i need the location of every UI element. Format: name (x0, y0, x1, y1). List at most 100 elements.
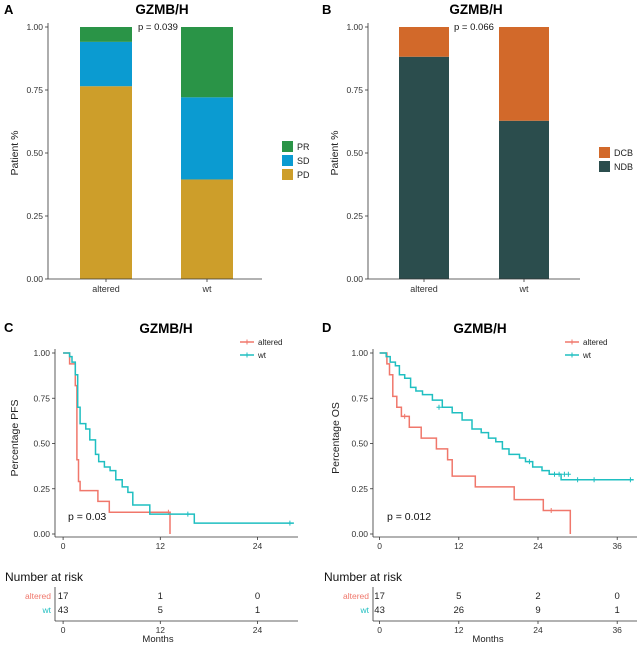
panel-d-curve-wt (379, 352, 634, 481)
panel-c-risk-row-label-altered: altered (25, 591, 51, 601)
panel-c-risk-row-label-wt: wt (42, 605, 52, 615)
panel-c-curve-altered (63, 352, 171, 534)
panel-letter-b: B (322, 2, 331, 17)
panel-d-risk-wt-0: 43 (374, 605, 385, 616)
panel-b-bar-altered-ndb (399, 56, 449, 280)
panel-b-ytick-label-3: 0.75 (346, 85, 363, 95)
panel-a-bar-altered-sd (80, 41, 132, 87)
panel-d-xtick-label-2: 24 (533, 541, 543, 551)
panel-d-xlabel: Months (472, 634, 503, 645)
panel-a-legend-key-sd (282, 155, 293, 166)
panel-c-ytick-label-0: 0.00 (33, 529, 50, 539)
panel-b-pvalue: p = 0.066 (454, 22, 494, 33)
panel-c-risk-wt-1: 5 (158, 605, 163, 616)
panel-a-legend: PR SD PD (282, 141, 310, 180)
panel-c-risk-altered-1: 1 (158, 591, 163, 602)
panel-d-xtick-label-0: 0 (377, 541, 382, 551)
panel-c-risk-xtick-label-0: 0 (61, 625, 66, 635)
panel-d-ytick-label-2: 0.50 (351, 439, 368, 449)
panel-a-xtick-label-altered: altered (92, 284, 120, 294)
panel-b-legend-label-dcb: DCB (614, 148, 633, 158)
panel-b: B GZMB/H Patient % p = 0.066 0.00 0.25 0.5… (322, 2, 633, 294)
panel-a-legend-label-pr: PR (297, 142, 310, 152)
panel-d-title: GZMB/H (453, 321, 506, 336)
panel-d-censor-altered-1 (548, 507, 554, 513)
panel-d-censor-wt-1 (526, 459, 532, 465)
panel-b-ytick-label-0: 0.00 (346, 274, 363, 284)
panel-d-censor-wt-5 (565, 471, 571, 477)
panel-c-plot: 0.00 0.25 0.50 0.75 1.00 0 12 24 (33, 348, 298, 551)
panel-a-bar-wt-sd (181, 97, 233, 180)
panel-c-risk-altered-2: 0 (255, 591, 260, 602)
panel-c-censor-wt-0 (185, 511, 191, 517)
panel-letter-a: A (4, 2, 14, 17)
panel-d-ytick-label-0: 0.00 (351, 529, 368, 539)
panel-c-risk-xtick-label-2: 24 (253, 625, 263, 635)
panel-b-bar-wt-ndb (499, 120, 549, 279)
panel-d: D GZMB/H Percentage OS p = 0.012 Number … (322, 320, 637, 645)
panel-c: C GZMB/H Percentage PFS p = 0.03 Number … (4, 320, 298, 645)
panel-c-ytick-label-4: 1.00 (33, 348, 50, 358)
panel-d-risk-table: altered 17 5 2 0 wt 43 26 9 1 0 12 24 36 (343, 587, 637, 635)
panel-c-legend: altered wt (240, 338, 282, 360)
panel-a-bar-altered-pr (80, 27, 132, 42)
panel-b-legend-key-dcb (599, 147, 610, 158)
panel-d-risk-altered-1: 5 (456, 591, 461, 602)
panel-d-legend-label-altered: altered (583, 338, 607, 347)
panel-c-xlabel: Months (142, 634, 173, 645)
panel-d-censor-wt-0 (436, 404, 442, 410)
panel-c-risk-xtick-label-1: 12 (156, 625, 166, 635)
panel-c-ytick-label-2: 0.50 (33, 439, 50, 449)
panel-d-risk-row-label-wt: wt (360, 605, 370, 615)
panel-c-ytick-label-3: 0.75 (33, 393, 50, 403)
panel-letter-c: C (4, 320, 14, 335)
panel-d-legend-key-mark-wt (569, 352, 575, 358)
panel-d-risk-wt-1: 26 (454, 605, 465, 616)
panel-b-xtick-label-altered: altered (410, 284, 438, 294)
panel-d-legend-key-mark-altered (569, 339, 575, 345)
panel-d-censor-wt-6 (575, 477, 581, 483)
panel-b-bar-wt-dcb (499, 27, 549, 121)
panel-a-legend-label-sd: SD (297, 156, 310, 166)
panel-d-risk-altered-0: 17 (374, 591, 385, 602)
panel-c-censor-wt-1 (287, 520, 293, 526)
panel-d-risk-xtick-label-0: 0 (377, 625, 382, 635)
panel-c-risk-altered-0: 17 (58, 591, 69, 602)
panel-d-legend-label-wt: wt (582, 351, 592, 360)
panel-a-ylabel: Patient % (9, 131, 21, 176)
panel-c-risk-wt-2: 1 (255, 605, 260, 616)
panel-a: A GZMB/H Patient % p = 0.039 0.00 0.25 0.5… (4, 2, 310, 294)
panel-a-ytick-label-4: 1.00 (26, 22, 43, 32)
panel-a-legend-key-pr (282, 141, 293, 152)
panel-d-censor-altered-0 (402, 413, 408, 419)
panel-c-legend-label-altered: altered (258, 338, 282, 347)
panel-d-xtick-label-1: 12 (454, 541, 464, 551)
panel-d-risk-wt-3: 1 (615, 605, 620, 616)
panel-c-ylabel: Percentage PFS (9, 399, 21, 476)
panel-a-pvalue: p = 0.039 (138, 22, 178, 33)
panel-d-censor-wt-2 (552, 471, 557, 477)
panel-b-xtick-label-wt: wt (519, 284, 529, 294)
panel-d-risk-wt-2: 9 (535, 605, 540, 616)
panel-c-pvalue: p = 0.03 (68, 511, 106, 523)
panel-d-ylabel: Percentage OS (330, 402, 342, 474)
panel-a-legend-key-pd (282, 169, 293, 180)
panel-c-legend-label-wt: wt (257, 351, 267, 360)
panel-d-risk-xtick-label-1: 12 (454, 625, 464, 635)
panel-b-title: GZMB/H (449, 2, 502, 17)
panel-c-xtick-label-1: 12 (156, 541, 166, 551)
panel-a-ytick-label-3: 0.75 (26, 85, 43, 95)
panel-letter-d: D (322, 320, 331, 335)
panel-a-ytick-label-0: 0.00 (26, 274, 43, 284)
panel-a-title: GZMB/H (135, 2, 188, 17)
panel-d-censor-wt-7 (591, 477, 597, 483)
panel-d-ytick-label-3: 0.75 (351, 393, 368, 403)
panel-d-ytick-label-1: 0.25 (351, 484, 368, 494)
panel-d-censor-wt-8 (627, 477, 633, 483)
panel-a-ytick-label-2: 0.50 (26, 148, 43, 158)
panel-b-ytick-label-4: 1.00 (346, 22, 363, 32)
panel-c-xtick-label-0: 0 (61, 541, 66, 551)
panel-d-risk-xtick-label-3: 36 (612, 625, 622, 635)
panel-b-legend-label-ndb: NDB (614, 162, 633, 172)
